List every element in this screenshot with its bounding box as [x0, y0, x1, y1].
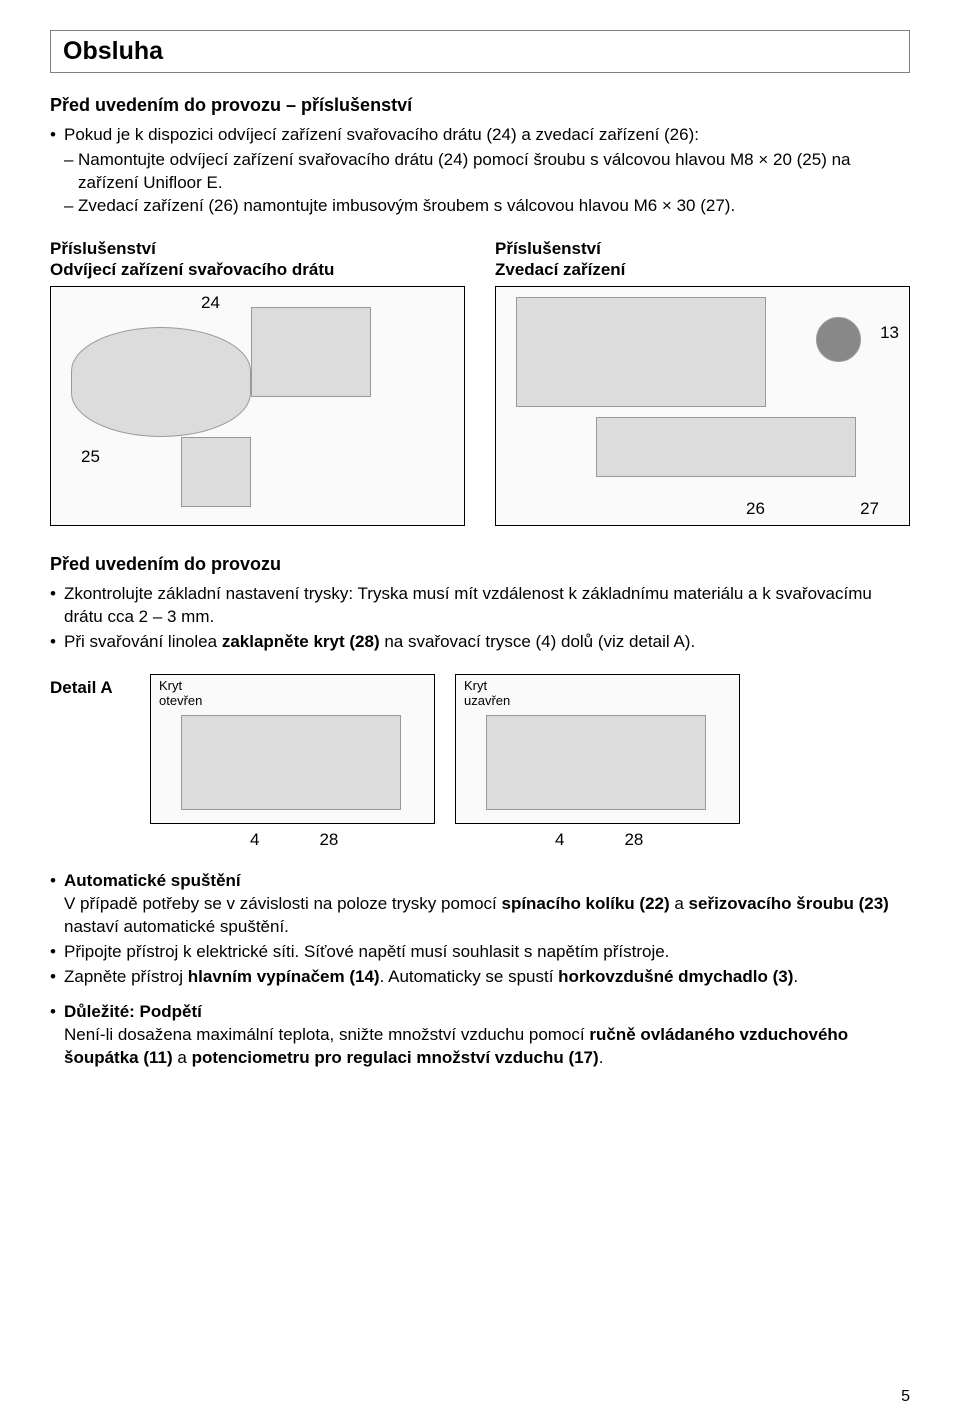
text-span: a: [670, 894, 689, 913]
detail-box-closed: Kryt uzavřen: [455, 674, 740, 824]
figure-left: Příslušenství Odvíjecí zařízení svařovac…: [50, 238, 465, 527]
bold-span: potenciometru pro regulaci množství vzdu…: [192, 1048, 599, 1067]
caption-line: Kryt: [464, 678, 487, 693]
section1-heading: Před uvedením do provozu – příslušenství: [50, 95, 910, 116]
figure-box-right: 13 26 27: [495, 286, 910, 526]
text-span: Není-li dosažena maximální teplota, sniž…: [64, 1025, 589, 1044]
section3-bullets: • Automatické spuštění V případě potřeby…: [50, 870, 910, 1070]
bold-span: Důležité: Podpětí: [64, 1002, 202, 1021]
section1-bullets: • Pokud je k dispozici odvíjecí zařízení…: [50, 124, 910, 218]
bullet-item: • Důležité: Podpětí Není-li dosažena max…: [50, 1001, 910, 1070]
detail-box-open: Kryt otevřen: [150, 674, 435, 824]
text-span: nastaví automatické spuštění.: [64, 917, 289, 936]
bullet-text: Automatické spuštění V případě potřeby s…: [64, 870, 910, 939]
bullet-text: Pokud je k dispozici odvíjecí zařízení s…: [64, 124, 910, 147]
callout-27: 27: [860, 499, 879, 519]
title-box: Obsluha: [50, 30, 910, 73]
dash-marker: –: [64, 149, 78, 195]
bold-span: horkovzdušné dmychadlo (3): [558, 967, 793, 986]
illustration-placeholder: [486, 715, 706, 810]
caption-line: uzavřen: [464, 693, 510, 708]
caption-line: Příslušenství: [50, 239, 156, 258]
callout-25: 25: [81, 447, 100, 467]
sub-text: Namontujte odvíjecí zařízení svařovacího…: [78, 149, 910, 195]
bullet-marker: •: [50, 631, 64, 654]
text-span: .: [793, 967, 798, 986]
callout-28: 28: [624, 830, 643, 850]
illustration-placeholder: [71, 327, 251, 437]
section2-bullets: • Zkontrolujte základní nastavení trysky…: [50, 583, 910, 654]
bullet-marker: •: [50, 583, 64, 629]
callout-pair: 4 28: [150, 830, 435, 850]
callout-28: 28: [319, 830, 338, 850]
caption-line: Odvíjecí zařízení svařovacího drátu: [50, 260, 334, 279]
bullet-item: • Při svařování linolea zaklapněte kryt …: [50, 631, 910, 654]
illustration-placeholder: [251, 307, 371, 397]
sub-item: – Zvedací zařízení (26) namontujte imbus…: [50, 195, 910, 218]
bold-span: zaklapněte kryt (28): [222, 632, 380, 651]
bullet-text: Zkontrolujte základní nastavení trysky: …: [64, 583, 910, 629]
page-number: 5: [901, 1388, 910, 1406]
text-span: Zapněte přístroj: [64, 967, 188, 986]
bold-span: hlavním vypínačem (14): [188, 967, 380, 986]
callout-24: 24: [201, 293, 220, 313]
bullet-marker: •: [50, 870, 64, 939]
callout-pair: 4 28: [455, 830, 740, 850]
page-title: Obsluha: [63, 37, 897, 66]
illustration-placeholder: [516, 297, 766, 407]
figure-caption: Příslušenství Zvedací zařízení: [495, 238, 910, 281]
callout-13: 13: [880, 323, 899, 343]
bullet-item: • Automatické spuštění V případě potřeby…: [50, 870, 910, 939]
caption-line: Kryt: [159, 678, 182, 693]
bold-span: seřizovacího šroubu (23): [689, 894, 889, 913]
detail-callouts: 4 28 4 28: [50, 830, 910, 850]
illustration-placeholder: [596, 417, 856, 477]
dash-marker: –: [64, 195, 78, 218]
figure-right: Příslušenství Zvedací zařízení 13 26 27: [495, 238, 910, 527]
bold-span: Automatické spuštění: [64, 871, 241, 890]
bold-span: spínacího kolíku (22): [501, 894, 669, 913]
bullet-item: • Připojte přístroj k elektrické síti. S…: [50, 941, 910, 964]
bullet-marker: •: [50, 941, 64, 964]
sub-text: Zvedací zařízení (26) namontujte imbusov…: [78, 195, 910, 218]
text-span: .: [599, 1048, 604, 1067]
bullet-marker: •: [50, 1001, 64, 1070]
text-span: na svařovací trysce (4) dolů (viz detail…: [380, 632, 696, 651]
text-span: . Automaticky se spustí: [380, 967, 559, 986]
bullet-marker: •: [50, 124, 64, 147]
callout-26: 26: [746, 499, 765, 519]
detail-caption: Kryt uzavřen: [464, 679, 510, 709]
bullet-item: • Pokud je k dispozici odvíjecí zařízení…: [50, 124, 910, 147]
text-span: V případě potřeby se v závislosti na pol…: [64, 894, 501, 913]
bullet-text: Při svařování linolea zaklapněte kryt (2…: [64, 631, 910, 654]
bullet-item: • Zapněte přístroj hlavním vypínačem (14…: [50, 966, 910, 989]
bullet-text: Připojte přístroj k elektrické síti. Síť…: [64, 941, 910, 964]
text-span: Při svařování linolea: [64, 632, 222, 651]
illustration-placeholder: [816, 317, 861, 362]
bullet-text: Důležité: Podpětí Není-li dosažena maxim…: [64, 1001, 910, 1070]
bullet-marker: •: [50, 966, 64, 989]
detail-row: Detail A Kryt otevřen Kryt uzavřen: [50, 674, 910, 824]
detail-caption: Kryt otevřen: [159, 679, 202, 709]
caption-line: otevřen: [159, 693, 202, 708]
caption-line: Zvedací zařízení: [495, 260, 625, 279]
caption-line: Příslušenství: [495, 239, 601, 258]
text-span: a: [173, 1048, 192, 1067]
sub-item: – Namontujte odvíjecí zařízení svařovací…: [50, 149, 910, 195]
figure-box-left: 24 25: [50, 286, 465, 526]
detail-a-label: Detail A: [50, 674, 130, 698]
illustration-placeholder: [181, 437, 251, 507]
bullet-text: Zapněte přístroj hlavním vypínačem (14).…: [64, 966, 910, 989]
bullet-item: • Zkontrolujte základní nastavení trysky…: [50, 583, 910, 629]
section2-heading: Před uvedením do provozu: [50, 554, 910, 575]
figure-caption: Příslušenství Odvíjecí zařízení svařovac…: [50, 238, 465, 281]
figure-row: Příslušenství Odvíjecí zařízení svařovac…: [50, 238, 910, 527]
callout-4: 4: [555, 830, 564, 850]
callout-4: 4: [250, 830, 259, 850]
illustration-placeholder: [181, 715, 401, 810]
